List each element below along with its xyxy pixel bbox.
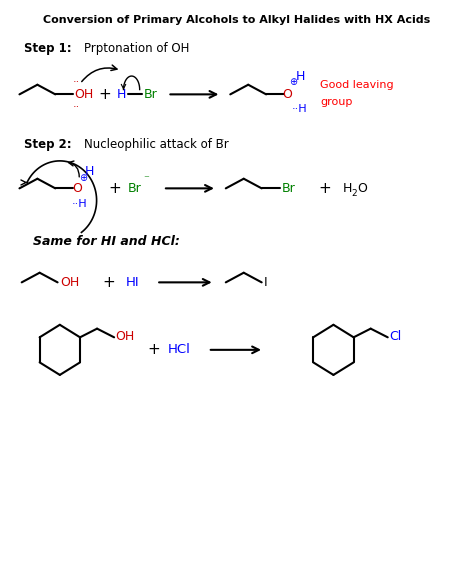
Text: O: O <box>357 182 367 195</box>
Text: Nucleophilic attack of Br: Nucleophilic attack of Br <box>84 138 229 151</box>
Text: Good leaving: Good leaving <box>320 80 393 90</box>
Text: Cl: Cl <box>389 330 401 343</box>
Text: HI: HI <box>126 276 140 289</box>
Text: +: + <box>147 342 160 357</box>
Text: ⊕: ⊕ <box>79 173 87 183</box>
Text: OH: OH <box>74 88 94 101</box>
Text: Br: Br <box>144 88 158 101</box>
Text: ··: ·· <box>73 77 80 87</box>
Text: HCl: HCl <box>168 343 191 356</box>
Text: +: + <box>109 181 121 196</box>
Text: H: H <box>117 88 126 101</box>
Text: ⁻: ⁻ <box>218 138 223 148</box>
Text: Step 2:: Step 2: <box>24 138 72 151</box>
Text: ··H: ··H <box>292 104 307 114</box>
Text: OH: OH <box>60 276 79 289</box>
Text: H: H <box>342 182 352 195</box>
Text: 2: 2 <box>351 189 357 197</box>
Text: O: O <box>72 182 82 195</box>
Text: Conversion of Primary Alcohols to Alkyl Halides with HX Acids: Conversion of Primary Alcohols to Alkyl … <box>44 15 430 25</box>
Text: I: I <box>264 276 267 289</box>
Text: group: group <box>320 96 352 107</box>
Text: O: O <box>283 88 292 101</box>
Text: H: H <box>85 165 95 178</box>
Text: ⊕: ⊕ <box>289 77 297 88</box>
Text: +: + <box>103 275 116 290</box>
Text: ⁻: ⁻ <box>143 175 149 185</box>
Text: Step 1:: Step 1: <box>24 42 72 55</box>
Text: Br: Br <box>282 182 296 195</box>
Text: ··H: ··H <box>72 199 88 209</box>
Text: +: + <box>318 181 331 196</box>
Text: H: H <box>296 69 305 82</box>
Text: OH: OH <box>116 330 135 343</box>
Text: Prptonation of OH: Prptonation of OH <box>84 42 190 55</box>
Text: Br: Br <box>128 182 142 195</box>
Text: Same for HI and HCl:: Same for HI and HCl: <box>33 235 180 248</box>
Text: ··: ·· <box>73 102 80 112</box>
Text: +: + <box>98 87 111 102</box>
